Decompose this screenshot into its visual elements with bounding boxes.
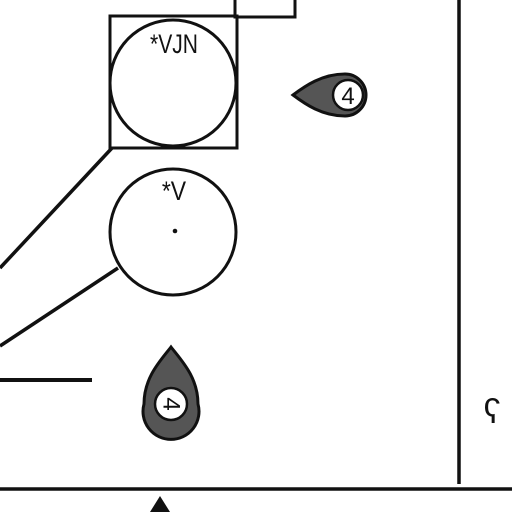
edge-mark-glyph: ʕ: [484, 393, 501, 431]
tag-number: 4: [341, 83, 354, 110]
fixture-center-dot: [172, 228, 178, 234]
tag-inner-circle: [331, 78, 365, 112]
bottom-arrow-marker: [150, 496, 170, 512]
fixture-circle: [108, 167, 238, 297]
tag-number: 4: [158, 397, 185, 410]
fixture-label: *VJN: [150, 30, 198, 60]
fixture-circle: [108, 18, 238, 148]
fixture-boxed: *VJN: [108, 14, 239, 150]
connector-line-lower: [0, 266, 119, 348]
fixture-label: *V: [162, 176, 186, 206]
tag-inner-circle: [153, 386, 189, 422]
connector-line-upper: [0, 146, 114, 270]
fixture-circle-dot: *V: [108, 167, 238, 297]
tag-marker-left: 4: [290, 72, 368, 118]
partial-box-outline: [233, 0, 297, 19]
tag-marker-up: 4: [141, 344, 201, 441]
